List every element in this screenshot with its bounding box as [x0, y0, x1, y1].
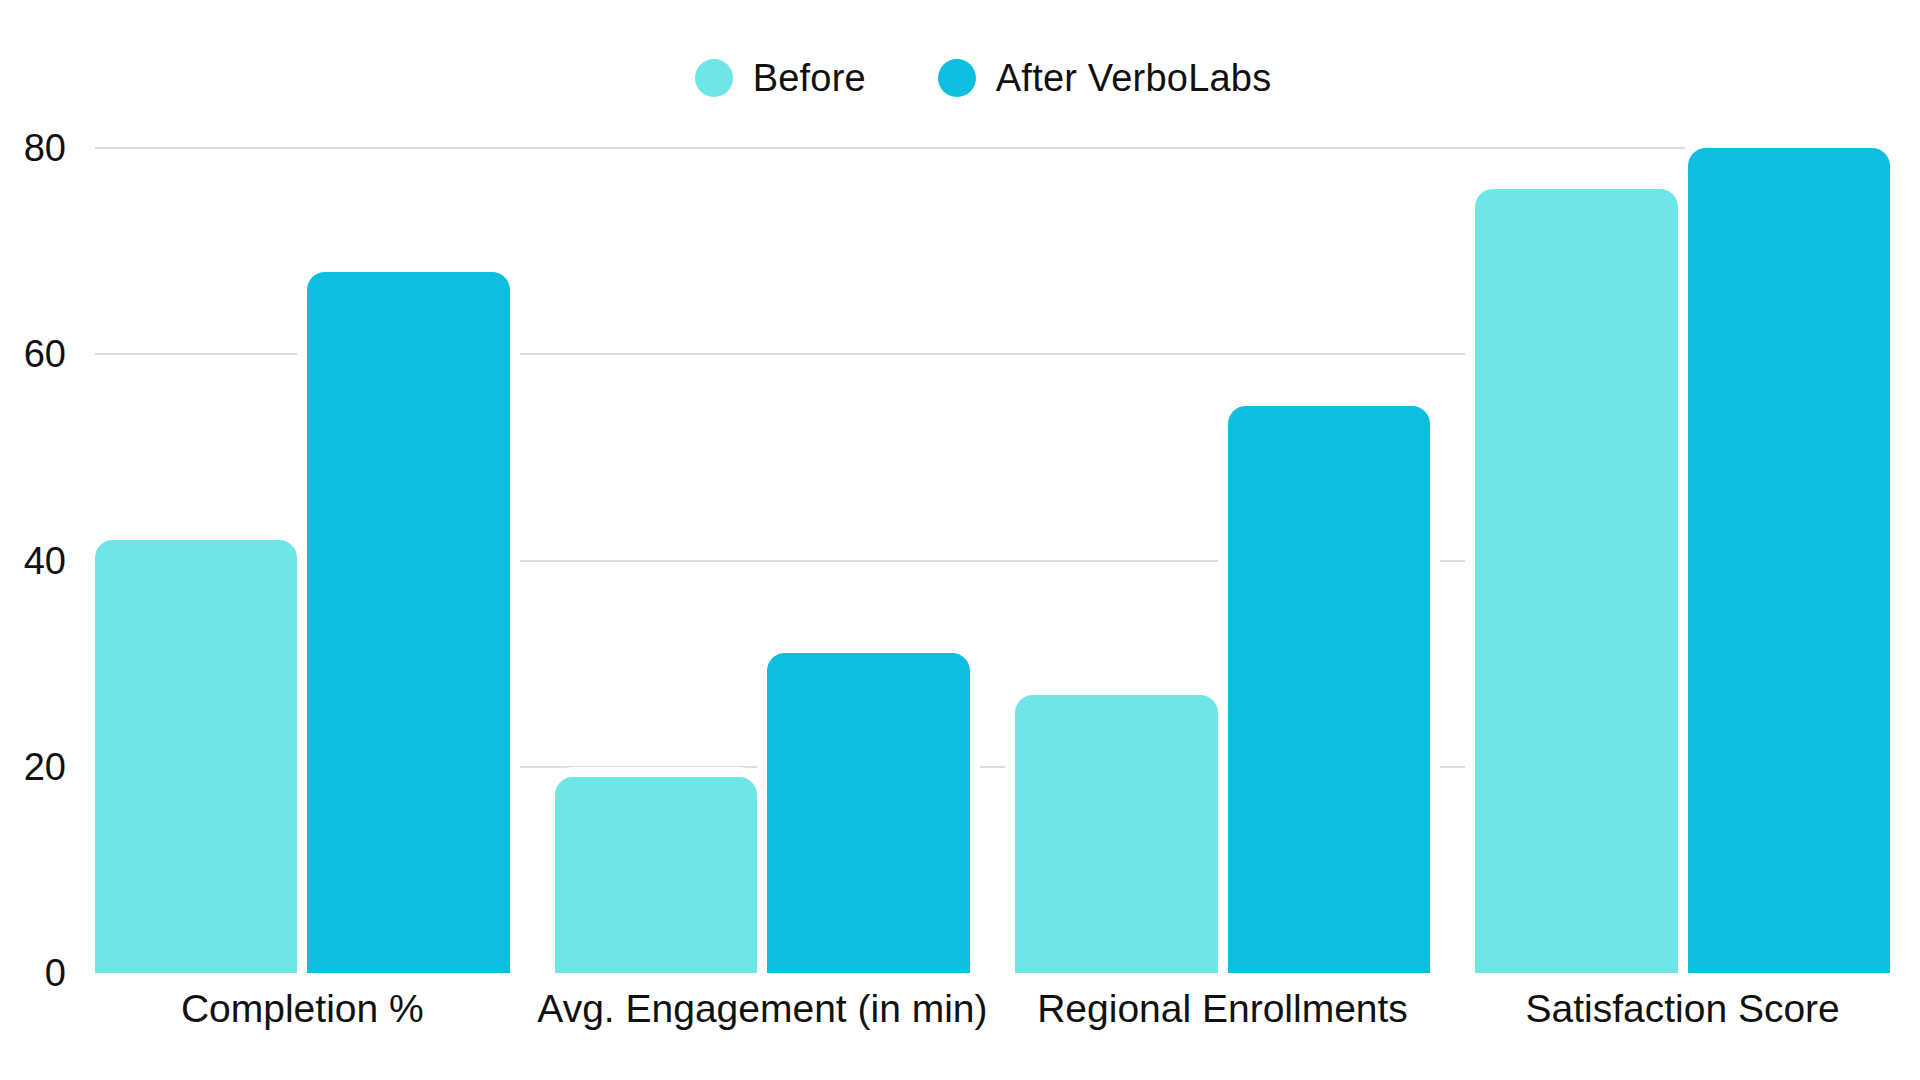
x-axis-label-satisfaction-score: Satisfaction Score — [1525, 989, 1839, 1028]
bar-before-avg-engagement-in-min — [545, 767, 767, 973]
legend-item-before: Before — [695, 59, 866, 97]
bar-after-verbolabs-avg-engagement-in-min — [757, 643, 979, 973]
y-axis-tick-80: 80 — [24, 129, 66, 167]
x-axis-label-completion: Completion % — [181, 989, 424, 1028]
bar-group-avg-engagement-in-min: Avg. Engagement (in min) — [555, 148, 970, 973]
x-axis-label-regional-enrollments: Regional Enrollments — [1037, 989, 1408, 1028]
bar-groups: Completion %Avg. Engagement (in min)Regi… — [95, 148, 1890, 973]
y-axis-tick-60: 60 — [24, 335, 66, 373]
legend-label-after-verbolabs: After VerboLabs — [996, 59, 1272, 97]
legend-label-before: Before — [753, 59, 866, 97]
bar-before-regional-enrollments — [1005, 685, 1227, 973]
legend-item-after-verbolabs: After VerboLabs — [938, 59, 1272, 97]
chart-legend: Before After VerboLabs — [0, 54, 1920, 102]
y-axis-tick-20: 20 — [24, 748, 66, 786]
legend-swatch-before-icon — [695, 59, 733, 97]
legend-swatch-after-verbolabs-icon — [938, 59, 976, 97]
bar-after-verbolabs-satisfaction-score — [1678, 138, 1900, 973]
bar-before-completion — [85, 530, 307, 973]
y-axis: 020406080 — [0, 148, 68, 973]
grouped-bar-chart: Before After VerboLabs 0 20 40 60 80 Completi… — [0, 0, 1920, 1080]
bar-group-satisfaction-score: Satisfaction Score — [1475, 148, 1890, 973]
bar-before-satisfaction-score — [1465, 179, 1687, 973]
bar-after-verbolabs-regional-enrollments — [1218, 396, 1440, 973]
bar-group-regional-enrollments: Regional Enrollments — [1015, 148, 1430, 973]
x-axis-label-avg-engagement-in-min: Avg. Engagement (in min) — [537, 989, 987, 1028]
plot-area: Completion %Avg. Engagement (in min)Regi… — [95, 148, 1890, 973]
y-axis-tick-40: 40 — [24, 542, 66, 580]
bar-after-verbolabs-completion — [297, 262, 519, 973]
y-axis-tick-0: 0 — [45, 954, 66, 992]
bar-group-completion: Completion % — [95, 148, 510, 973]
